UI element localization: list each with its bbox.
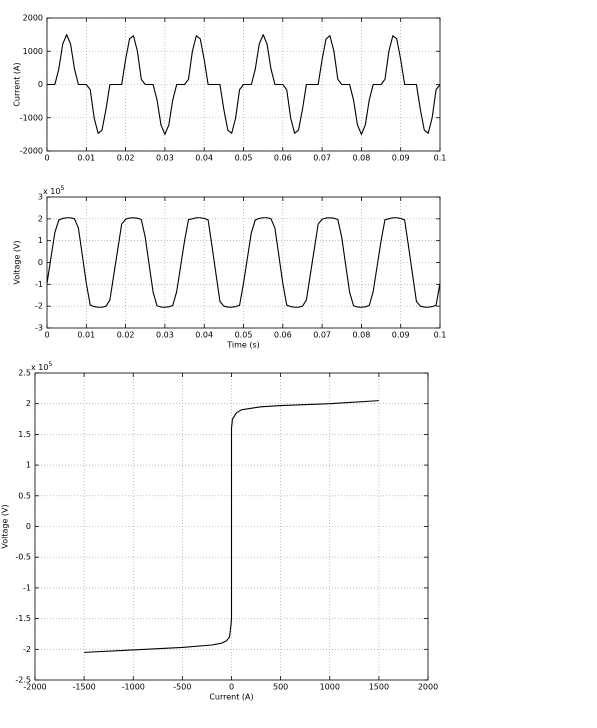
x-tick-label: 0.02 [117,331,135,340]
y-tick-label: 0 [38,80,43,89]
y-tick-label: 0.5 [18,491,31,500]
y-axis-label: Voltage (V) [13,240,22,284]
x-tick-label: 0.09 [392,331,410,340]
x-tick-label: 0 [44,331,49,340]
x-tick-label: 0.01 [77,331,95,340]
y-tick-label: 2.5 [18,369,31,378]
x-tick-label: 0.08 [352,331,370,340]
y-multiplier: x 105 [31,361,52,372]
y-multiplier-exponent: 5 [48,361,52,368]
x-tick-label: 0 [44,154,49,163]
y-tick-label: -2 [35,302,43,311]
y-tick-label: 1.5 [18,430,31,439]
x-tick-label: 0.02 [117,154,135,163]
data-line [84,400,379,653]
y-tick-label: -3 [35,324,43,333]
x-tick-label: 0.1 [434,154,447,163]
y-tick-label: 1000 [23,47,43,56]
y-tick-label: 0 [26,522,31,531]
y-multiplier: x 105 [43,185,64,196]
x-tick-label: 0 [229,683,234,692]
x-tick-label: -2000 [23,683,46,692]
y-axis-label: Voltage (V) [1,504,10,548]
x-tick-label: -1000 [122,683,145,692]
data-line [46,217,441,308]
x-tick-label: 0.07 [313,154,331,163]
y-tick-label: -1.5 [15,614,31,623]
axes-frame [46,196,441,329]
y-multiplier-exponent: 5 [60,185,64,192]
y-tick-label: -2000 [20,147,43,156]
x-tick-label: 0.06 [274,331,292,340]
x-tick-label: 0.1 [434,331,447,340]
y-multiplier-base: x 10 [31,363,48,372]
y-tick-label: 3 [38,193,43,202]
y-tick-label: -1000 [20,113,43,122]
y-tick-label: -2 [23,645,31,654]
x-tick-label: 500 [273,683,288,692]
y-tick-label: -1 [23,583,31,592]
x-tick-label: -500 [173,683,191,692]
y-tick-label: 1 [38,236,43,245]
y-tick-label: 2 [38,214,43,223]
y-tick-label: 0 [38,258,43,267]
x-tick-label: 0.06 [274,154,292,163]
x-tick-label: 0.07 [313,331,331,340]
y-tick-label: -2.5 [15,676,31,685]
x-tick-label: 0.05 [235,331,253,340]
y-tick-label: -1 [35,280,43,289]
x-tick-label: 1500 [369,683,389,692]
x-tick-label: 0.03 [156,331,174,340]
axes-frame [34,372,429,681]
x-tick-label: 2000 [418,683,438,692]
x-axis-label: Current (A) [209,693,253,702]
x-tick-label: 0.04 [195,331,213,340]
x-tick-label: 0.03 [156,154,174,163]
x-tick-label: 0.08 [352,154,370,163]
x-tick-label: 0.05 [235,154,253,163]
x-tick-label: -1500 [73,683,96,692]
y-axis-label: Current (A) [13,62,22,106]
x-axis-label: Time (s) [226,341,260,350]
y-tick-label: 2000 [23,14,43,23]
x-tick-label: 0.09 [392,154,410,163]
y-tick-label: 1 [26,461,31,470]
data-line [47,34,441,135]
x-tick-label: 1000 [320,683,340,692]
x-tick-label: 0.04 [195,154,213,163]
y-tick-label: 2 [26,399,31,408]
x-tick-label: 0.01 [77,154,95,163]
y-multiplier-base: x 10 [43,187,60,196]
y-tick-label: -0.5 [15,553,31,562]
